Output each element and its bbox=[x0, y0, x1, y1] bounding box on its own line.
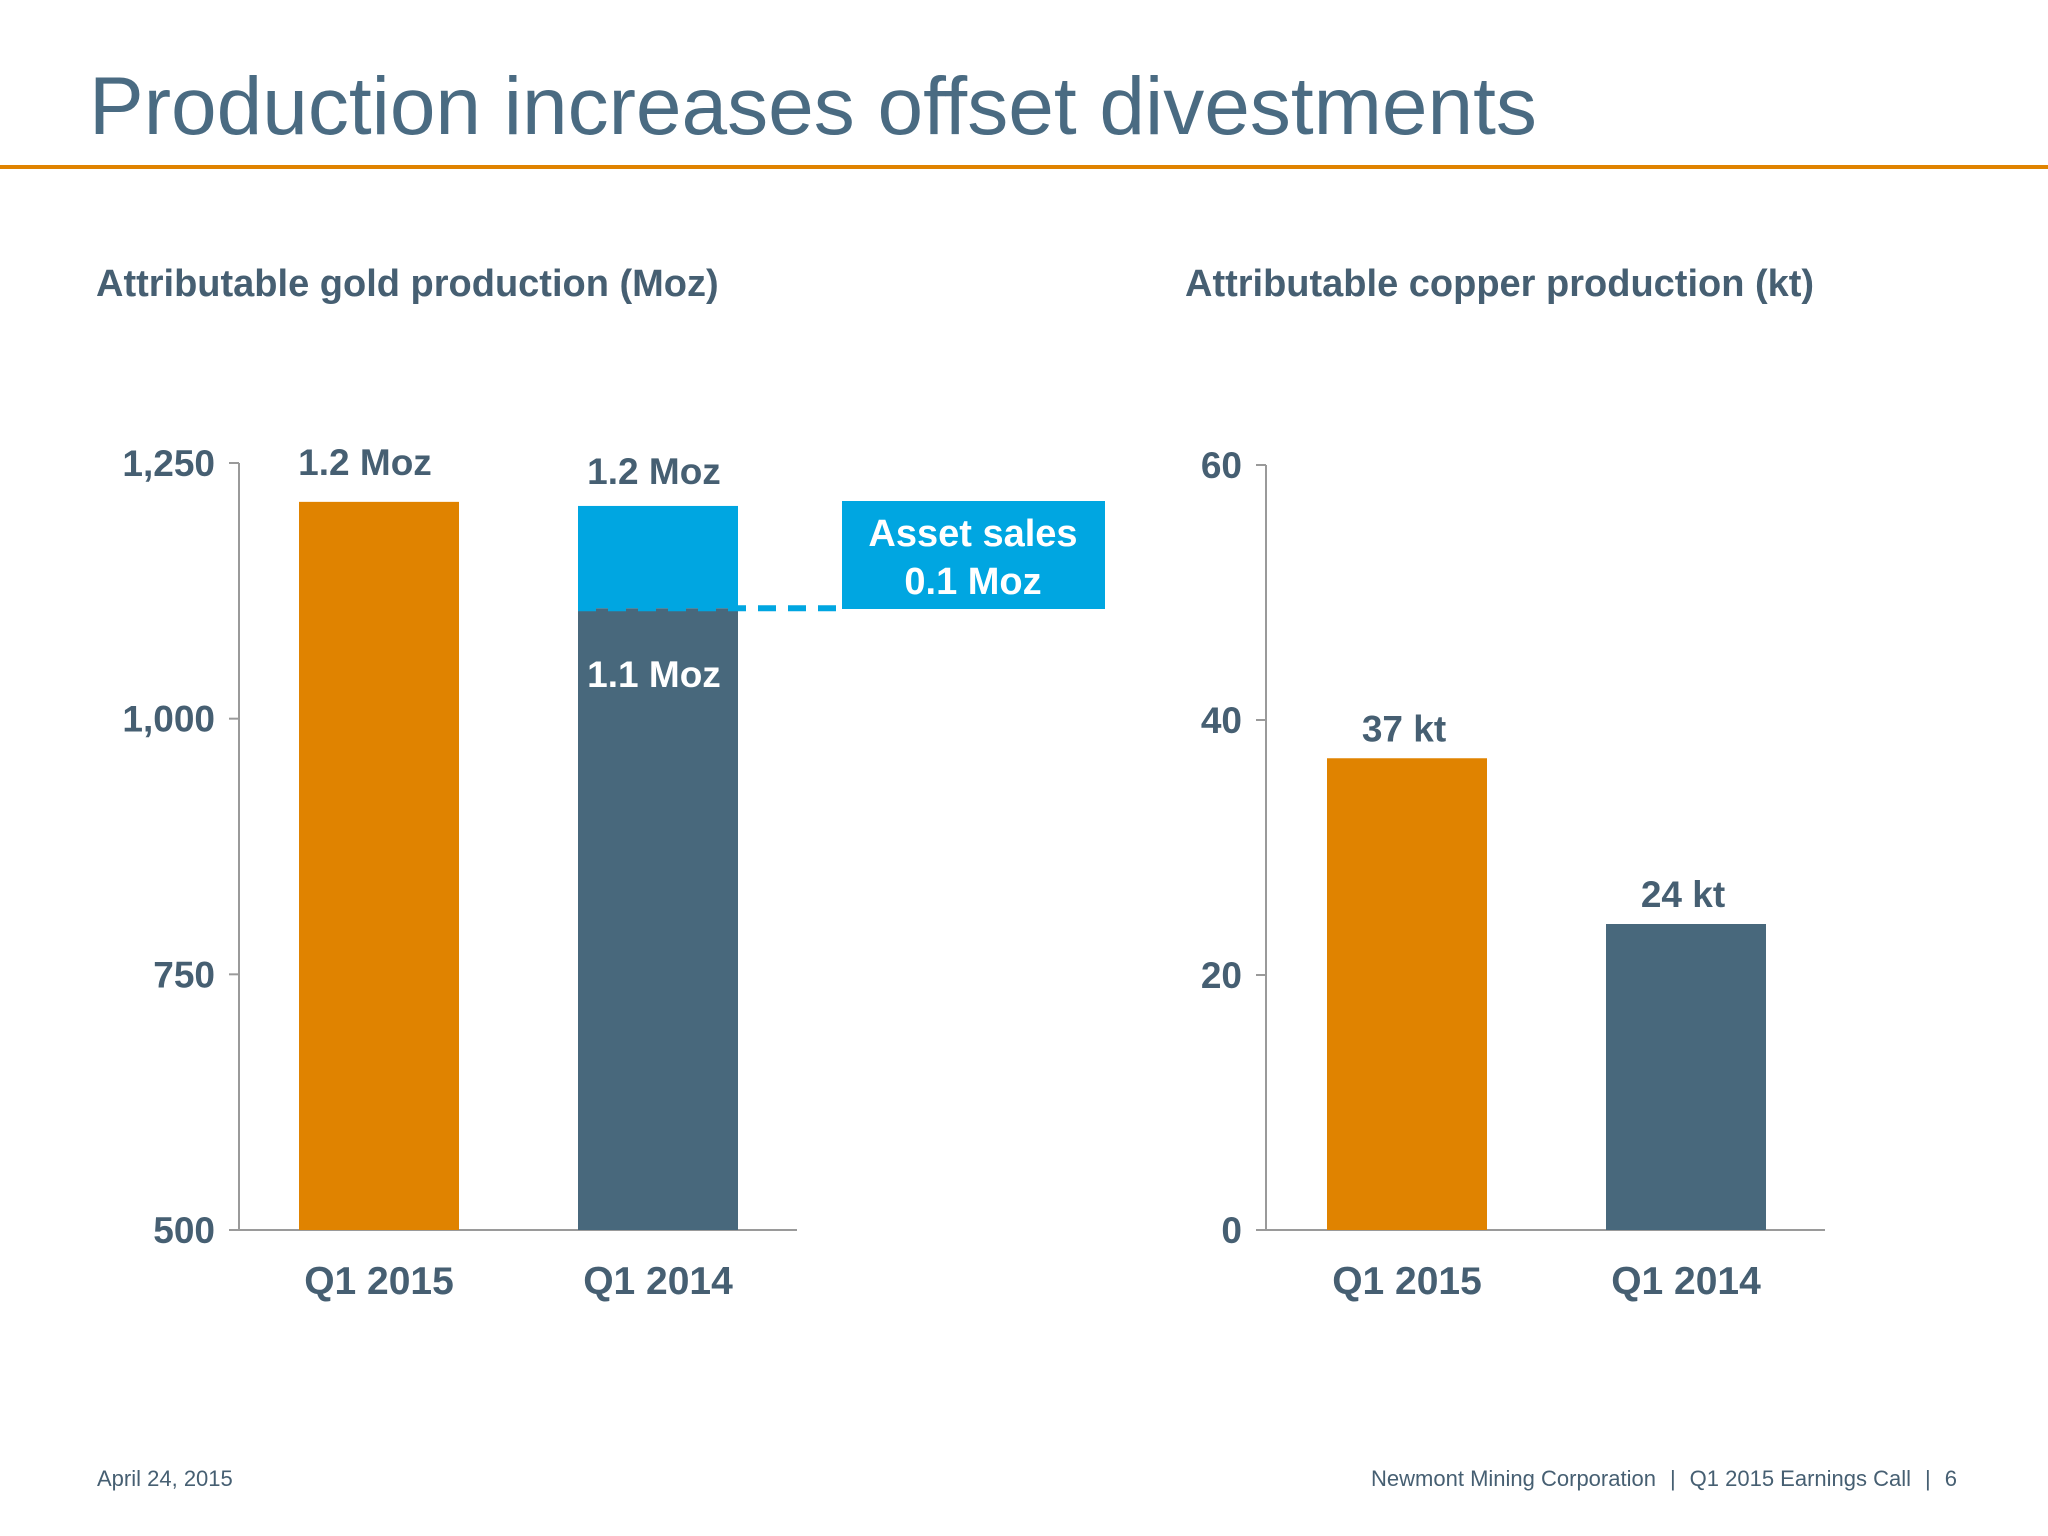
data-label: 1.2 Moz bbox=[587, 451, 721, 492]
slide-title: Production increases offset divestments bbox=[89, 61, 1537, 152]
y-tick-label: 40 bbox=[1201, 700, 1242, 741]
footer-company: Newmont Mining Corporation bbox=[1371, 1466, 1656, 1491]
footer-info: Newmont Mining Corporation | Q1 2015 Earni… bbox=[1371, 1466, 1957, 1492]
copper-chart-title: Attributable copper production (kt) bbox=[1185, 263, 1815, 305]
title-divider bbox=[0, 165, 2048, 169]
data-label: 24 kt bbox=[1641, 874, 1725, 915]
footer-separator: | bbox=[1925, 1466, 1931, 1491]
bar bbox=[1606, 924, 1766, 1230]
y-tick-label: 1,000 bbox=[122, 699, 215, 740]
bar bbox=[578, 608, 738, 1230]
x-tick-label: Q1 2015 bbox=[304, 1260, 454, 1303]
footer-separator: | bbox=[1669, 1466, 1676, 1491]
x-tick-label: Q1 2015 bbox=[1332, 1260, 1482, 1303]
bar bbox=[299, 501, 459, 1230]
y-tick-label: 1,250 bbox=[122, 443, 215, 484]
data-label: 1.2 Moz bbox=[298, 442, 432, 483]
callout-line-1: Asset sales bbox=[868, 513, 1077, 555]
footer-event: Q1 2015 Earnings Call bbox=[1689, 1466, 1912, 1491]
data-label-inner: 1.1 Moz bbox=[587, 654, 721, 695]
x-tick-label: Q1 2014 bbox=[1611, 1260, 1761, 1303]
asset-sales-callout bbox=[842, 501, 1105, 609]
copper-chart: 0 20 40 60 Q1 2015 Q1 2014 37 kt 24 kt bbox=[1201, 445, 1825, 1303]
data-label: 37 kt bbox=[1362, 708, 1446, 749]
y-tick-label: 0 bbox=[1221, 1210, 1242, 1251]
y-tick-label: 500 bbox=[153, 1210, 215, 1251]
footer-page-number: 6 bbox=[1944, 1466, 1957, 1491]
callout-line-2: 0.1 Moz bbox=[904, 561, 1041, 603]
x-tick-label: Q1 2014 bbox=[583, 1260, 733, 1303]
y-tick-label: 750 bbox=[153, 954, 215, 995]
gold-chart: 500 750 1,000 1,250 Q1 2015 Q1 2014 1.2 Moz 1.2… bbox=[122, 442, 1105, 1303]
y-tick-label: 60 bbox=[1201, 445, 1242, 486]
bar-asset-sales bbox=[578, 505, 738, 609]
bar bbox=[1327, 758, 1487, 1230]
footer-date: April 24, 2015 bbox=[97, 1466, 233, 1491]
y-tick-label: 20 bbox=[1201, 955, 1242, 996]
gold-chart-title: Attributable gold production (Moz) bbox=[96, 263, 719, 305]
